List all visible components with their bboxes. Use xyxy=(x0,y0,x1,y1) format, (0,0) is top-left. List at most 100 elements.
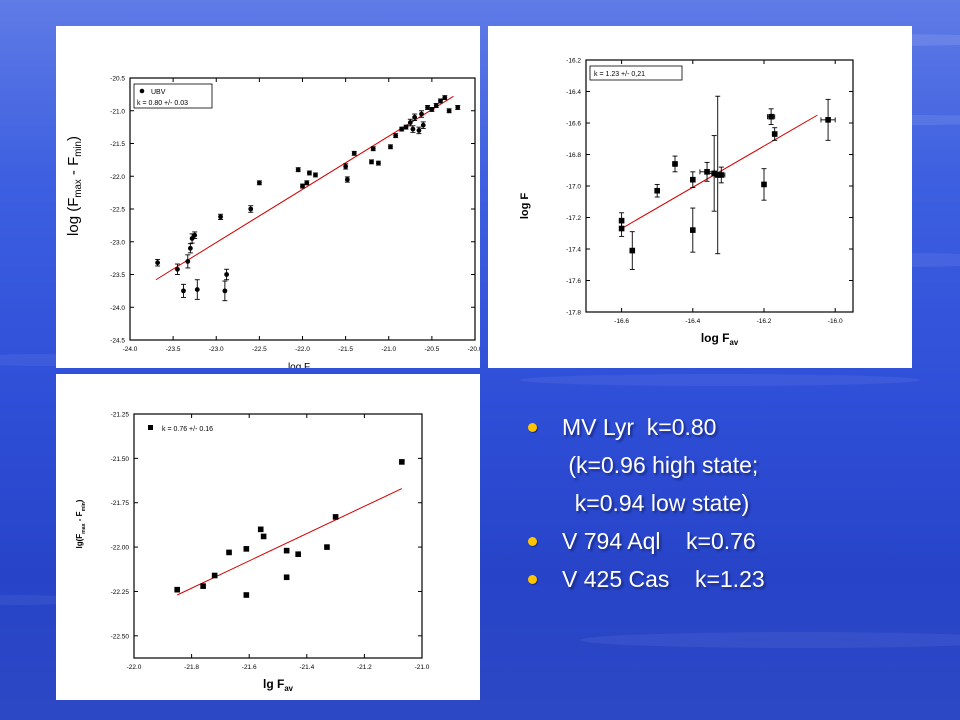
y-axis-label: lg(Fmax - Fmin) xyxy=(75,499,87,548)
y-axis-label-part: F xyxy=(519,193,531,203)
y-axis-label-part: log xyxy=(519,203,531,220)
plot-frame xyxy=(585,59,854,313)
data-point xyxy=(283,574,290,581)
x-axis-label-main: lg F xyxy=(263,677,284,691)
x-tick-label: -21.0 xyxy=(381,346,396,353)
data-point xyxy=(200,583,206,589)
bullet-text: (k=0.96 high state; xyxy=(562,452,759,478)
data-point xyxy=(433,103,439,108)
y-tick-label: -17.4 xyxy=(566,247,581,254)
data-point xyxy=(446,108,452,114)
x-tick-label: -21.0 xyxy=(415,664,430,671)
data-point xyxy=(672,161,678,167)
data-point xyxy=(257,526,264,533)
x-tick-label: -23.0 xyxy=(209,346,224,353)
chart-svg-v425cas: -16.6 -16.4 -16.2 -16.0 -17.8 -17.6 -17.4 -17.2… xyxy=(519,58,854,347)
data-point xyxy=(399,126,405,132)
data-point xyxy=(243,592,250,598)
data-point xyxy=(174,586,180,593)
y-tick-label: -24.5 xyxy=(110,338,125,345)
x-tick-label: -16.2 xyxy=(757,318,772,325)
x-axis-label: log Fav xyxy=(701,331,739,347)
data-point xyxy=(761,181,767,188)
x-tick-label: -20.0 xyxy=(468,346,480,353)
y-tick-label: -17.0 xyxy=(566,184,581,191)
x-axis-label: log Fav xyxy=(288,362,318,368)
y-tick-label: -16.4 xyxy=(566,89,581,96)
data-point xyxy=(332,514,339,520)
legend-marker xyxy=(139,88,145,94)
y-axis-label-sub: min xyxy=(81,502,87,511)
chart-panel-v425cas: -16.6 -16.4 -16.2 -16.0 -17.8 -17.6 -17.4 -17.2… xyxy=(488,26,912,368)
data-point xyxy=(218,214,223,220)
x-tick-label: -22.0 xyxy=(127,664,142,671)
x-axis-label-main: log F xyxy=(701,331,730,345)
x-tick-label: -16.0 xyxy=(828,318,843,325)
x-axis-label: lg Fav xyxy=(263,677,294,693)
data-point xyxy=(425,105,430,110)
data-point xyxy=(295,551,301,557)
data-point xyxy=(388,144,393,150)
data-point xyxy=(420,122,426,128)
data-point xyxy=(429,107,435,112)
chart-svg-v794aql: -22.0 -21.8 -21.6 -21.4 -21.2 -21.0 -22.50 -22.… xyxy=(75,412,430,694)
data-point xyxy=(155,260,160,266)
y-axis-label-part: log (F xyxy=(65,198,82,236)
data-point xyxy=(771,131,778,137)
data-point xyxy=(344,177,350,182)
legend-fit-label: k = 0.80 +/- 0.03 xyxy=(137,100,188,107)
y-axis-label-part: lg(F xyxy=(75,534,84,549)
data-point xyxy=(222,288,228,294)
x-tick-label: -21.5 xyxy=(338,346,353,353)
chart-panel-mvlyr: -24.0 -23.5 -23.0 -22.5 -22.0 -21.5 -21.0 -20.5… xyxy=(56,26,480,368)
data-point xyxy=(187,245,193,251)
x-tick-label: -22.5 xyxy=(252,346,267,353)
x-axis-label-sub: av xyxy=(284,684,293,693)
fit-line xyxy=(621,114,818,229)
bullet-dot xyxy=(528,423,537,432)
data-point xyxy=(393,133,399,139)
legend-marker xyxy=(148,425,153,430)
y-tick-label: -20.5 xyxy=(110,76,125,83)
y-tick-label: -16.6 xyxy=(566,121,581,128)
data-point xyxy=(256,180,262,186)
data-point xyxy=(313,172,318,178)
x-tick-label: -16.4 xyxy=(685,318,700,325)
data-point xyxy=(403,124,409,130)
y-tick-label: -16.2 xyxy=(566,58,581,65)
data-point xyxy=(295,167,301,173)
x-tick-label: -22.0 xyxy=(295,346,310,353)
data-point xyxy=(399,459,405,465)
x-tick-label: -20.5 xyxy=(424,346,439,353)
chart-panel-v794aql: -22.0 -21.8 -21.6 -21.4 -21.2 -21.0 -22.50 -22.… xyxy=(56,374,480,700)
y-tick-label: -23.0 xyxy=(110,239,125,246)
y-tick-label: -23.5 xyxy=(110,272,125,279)
y-tick-label: -22.50 xyxy=(111,633,130,640)
fit-line xyxy=(176,488,403,596)
data-point xyxy=(629,247,636,254)
y-axis-label-part: - F xyxy=(75,511,84,523)
data-point xyxy=(260,533,267,540)
data-point xyxy=(690,176,696,183)
bullet-dot xyxy=(528,537,537,546)
data-point xyxy=(283,547,290,554)
data-point xyxy=(438,98,443,104)
x-tick-label: -21.8 xyxy=(184,664,199,671)
y-tick-label: -17.2 xyxy=(566,215,581,222)
data-point xyxy=(175,266,180,272)
bullet-item-high-state: (k=0.96 high state; xyxy=(528,446,948,484)
plot-frame xyxy=(133,413,423,659)
data-point xyxy=(442,95,448,101)
y-axis-label-sub: min xyxy=(73,141,84,157)
y-tick-label: -16.8 xyxy=(566,152,581,159)
data-point xyxy=(369,159,374,165)
y-tick-label: -17.8 xyxy=(566,310,581,317)
y-tick-label: -22.00 xyxy=(111,545,130,552)
data-point xyxy=(343,164,349,169)
y-tick-label: -21.50 xyxy=(111,456,130,463)
y-axis-label: log (Fmax - Fmin) xyxy=(65,136,84,236)
data-point xyxy=(194,287,200,292)
y-tick-label: -24.0 xyxy=(110,305,125,312)
data-point xyxy=(690,227,696,233)
data-point xyxy=(410,126,416,132)
